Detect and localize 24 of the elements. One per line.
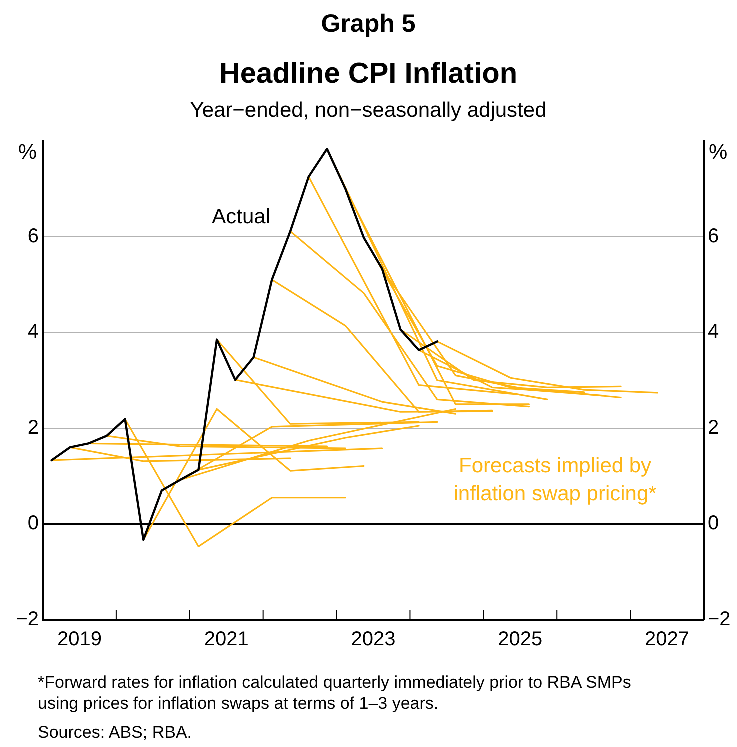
x-tick-label: 2023 [351,628,396,651]
y2-tick-label: 4 [708,321,720,344]
y2-tick-label: 0 [708,512,720,535]
text: *Forward rates for inflation calculated quarterly immediately prior to RBA SMPs using prices for inflation swaps at terms of 1–3 years. [38,672,632,714]
y2-tick-label: −2 [708,608,731,631]
caption: Graph 5 [320,10,417,39]
chart-subtitle: Year−ended, non−seasonally adjusted [189,99,548,123]
chart-title: Headline CPI Inflation [218,58,519,91]
x-tick-label: 2025 [498,628,543,651]
y-axis-title: % [18,140,37,164]
source-note: Sources: ABS; RBA. [38,722,194,743]
x-tick-label: 2027 [645,628,690,651]
x-tick-label: 2021 [204,628,249,651]
y-tick-label: 6 [28,225,39,248]
series-label: Actual [212,205,270,228]
y-tick-label: 0 [28,512,39,535]
y2-tick-label: 2 [708,416,720,439]
x-tick-label: 2019 [57,628,102,651]
y-tick-label: 4 [28,321,39,344]
text: Forecasts implied by inflation swap pricing* [454,454,657,506]
y2-tick-label: 6 [708,225,720,248]
y-tick-label: 2 [28,416,39,439]
y-tick-label: −2 [16,608,39,631]
y2-axis-title: % [709,140,728,164]
